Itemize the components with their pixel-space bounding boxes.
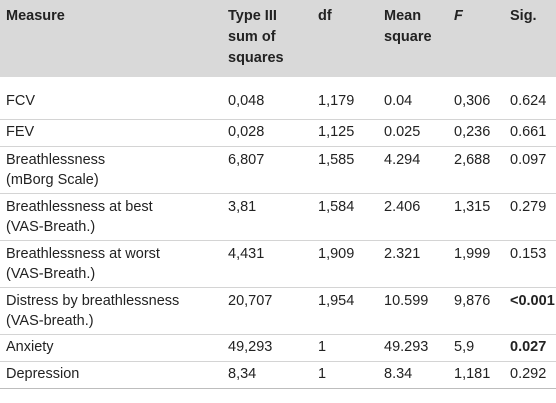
table-row: Anxiety 49,293 1 49.293 5,9 0.027 xyxy=(0,334,556,362)
cell-measure: Anxiety xyxy=(0,334,222,362)
cell-df: 1,179 xyxy=(312,77,378,120)
table-row: FCV 0,048 1,179 0.04 0,306 0.624 xyxy=(0,77,556,120)
header-sum-of-squares: Type III sum of squares xyxy=(228,8,284,66)
cell-f: 1,181 xyxy=(448,361,504,389)
cell-sum-of-squares: 0,028 xyxy=(222,119,312,147)
measure-name: FCV xyxy=(6,93,35,109)
cell-sum-of-squares: 20,707 xyxy=(222,287,312,335)
measure-scale: (VAS-breath.) xyxy=(6,313,94,329)
header-sig: Sig. xyxy=(510,8,537,24)
measure-name: Breathlessness at worst xyxy=(6,246,160,262)
cell-measure: Breathlessness (mBorg Scale) xyxy=(0,146,222,194)
cell-measure: Breathlessness at best (VAS-Breath.) xyxy=(0,193,222,241)
measure-name: Breathlessness at best xyxy=(6,199,153,215)
cell-f: 0,236 xyxy=(448,119,504,147)
cell-mean-square: 4.294 xyxy=(378,146,448,194)
cell-sig: 0.097 xyxy=(504,146,556,194)
cell-df: 1,909 xyxy=(312,240,378,288)
cell-df: 1 xyxy=(312,334,378,362)
measure-name: Breathlessness xyxy=(6,152,106,168)
header-measure: Measure xyxy=(6,8,65,24)
measure-scale: (mBorg Scale) xyxy=(6,172,99,188)
measure-scale: (VAS-Breath.) xyxy=(6,266,96,282)
cell-mean-square: 0.025 xyxy=(378,119,448,147)
cell-sig: 0.292 xyxy=(504,361,556,389)
cell-df: 1,584 xyxy=(312,193,378,241)
cell-measure: Breathlessness at worst (VAS-Breath.) xyxy=(0,240,222,288)
table-row: Breathlessness at worst (VAS-Breath.) 4,43… xyxy=(0,240,556,288)
cell-f: 0,306 xyxy=(448,77,504,120)
cell-f: 5,9 xyxy=(448,334,504,362)
cell-sum-of-squares: 0,048 xyxy=(222,77,312,120)
cell-mean-square: 8.34 xyxy=(378,361,448,389)
table-header: Measure Type III sum of squares df Mean … xyxy=(0,0,556,77)
cell-f: 1,999 xyxy=(448,240,504,288)
anova-results-table: Measure Type III sum of squares df Mean … xyxy=(0,0,556,389)
cell-mean-square: 0.04 xyxy=(378,77,448,120)
measure-scale: (VAS-Breath.) xyxy=(6,219,96,235)
cell-sum-of-squares: 4,431 xyxy=(222,240,312,288)
measure-name: Depression xyxy=(6,366,80,382)
cell-mean-square: 10.599 xyxy=(378,287,448,335)
header-df: df xyxy=(318,8,332,24)
measure-name: Anxiety xyxy=(6,339,54,355)
cell-df: 1,125 xyxy=(312,119,378,147)
table-row: Breathlessness (mBorg Scale) 6,807 1,585 4.2… xyxy=(0,146,556,194)
cell-mean-square: 2.406 xyxy=(378,193,448,241)
cell-sig: 0.153 xyxy=(504,240,556,288)
measure-name: FEV xyxy=(6,124,35,140)
cell-f: 1,315 xyxy=(448,193,504,241)
header-f: F xyxy=(454,8,463,24)
table-body: FCV 0,048 1,179 0.04 0,306 0.624 FEV 0,028 1,125… xyxy=(0,77,556,389)
cell-sig: 0.661 xyxy=(504,119,556,147)
cell-df: 1 xyxy=(312,361,378,389)
cell-measure: Distress by breathlessness (VAS-breath.) xyxy=(0,287,222,335)
measure-name: Distress by breathlessness xyxy=(6,293,180,309)
cell-sum-of-squares: 8,34 xyxy=(222,361,312,389)
cell-measure: Depression xyxy=(0,361,222,389)
cell-df: 1,954 xyxy=(312,287,378,335)
cell-sig: 0.624 xyxy=(504,77,556,120)
table-row: Depression 8,34 1 8.34 1,181 0.292 xyxy=(0,361,556,389)
table-row: FEV 0,028 1,125 0.025 0,236 0.661 xyxy=(0,119,556,147)
cell-sig: <0.001 xyxy=(504,287,556,335)
cell-measure: FCV xyxy=(0,77,222,120)
table-row: Breathlessness at best (VAS-Breath.) 3,81 1… xyxy=(0,193,556,241)
cell-sig: 0.027 xyxy=(504,334,556,362)
cell-sig: 0.279 xyxy=(504,193,556,241)
cell-f: 9,876 xyxy=(448,287,504,335)
header-mean-square: Mean square xyxy=(384,8,432,45)
cell-mean-square: 49.293 xyxy=(378,334,448,362)
cell-measure: FEV xyxy=(0,119,222,147)
header-row: Measure Type III sum of squares df Mean … xyxy=(0,0,556,77)
cell-sum-of-squares: 6,807 xyxy=(222,146,312,194)
table-row: Distress by breathlessness (VAS-breath.) 2… xyxy=(0,287,556,335)
cell-mean-square: 2.321 xyxy=(378,240,448,288)
cell-sum-of-squares: 3,81 xyxy=(222,193,312,241)
cell-f: 2,688 xyxy=(448,146,504,194)
cell-df: 1,585 xyxy=(312,146,378,194)
cell-sum-of-squares: 49,293 xyxy=(222,334,312,362)
